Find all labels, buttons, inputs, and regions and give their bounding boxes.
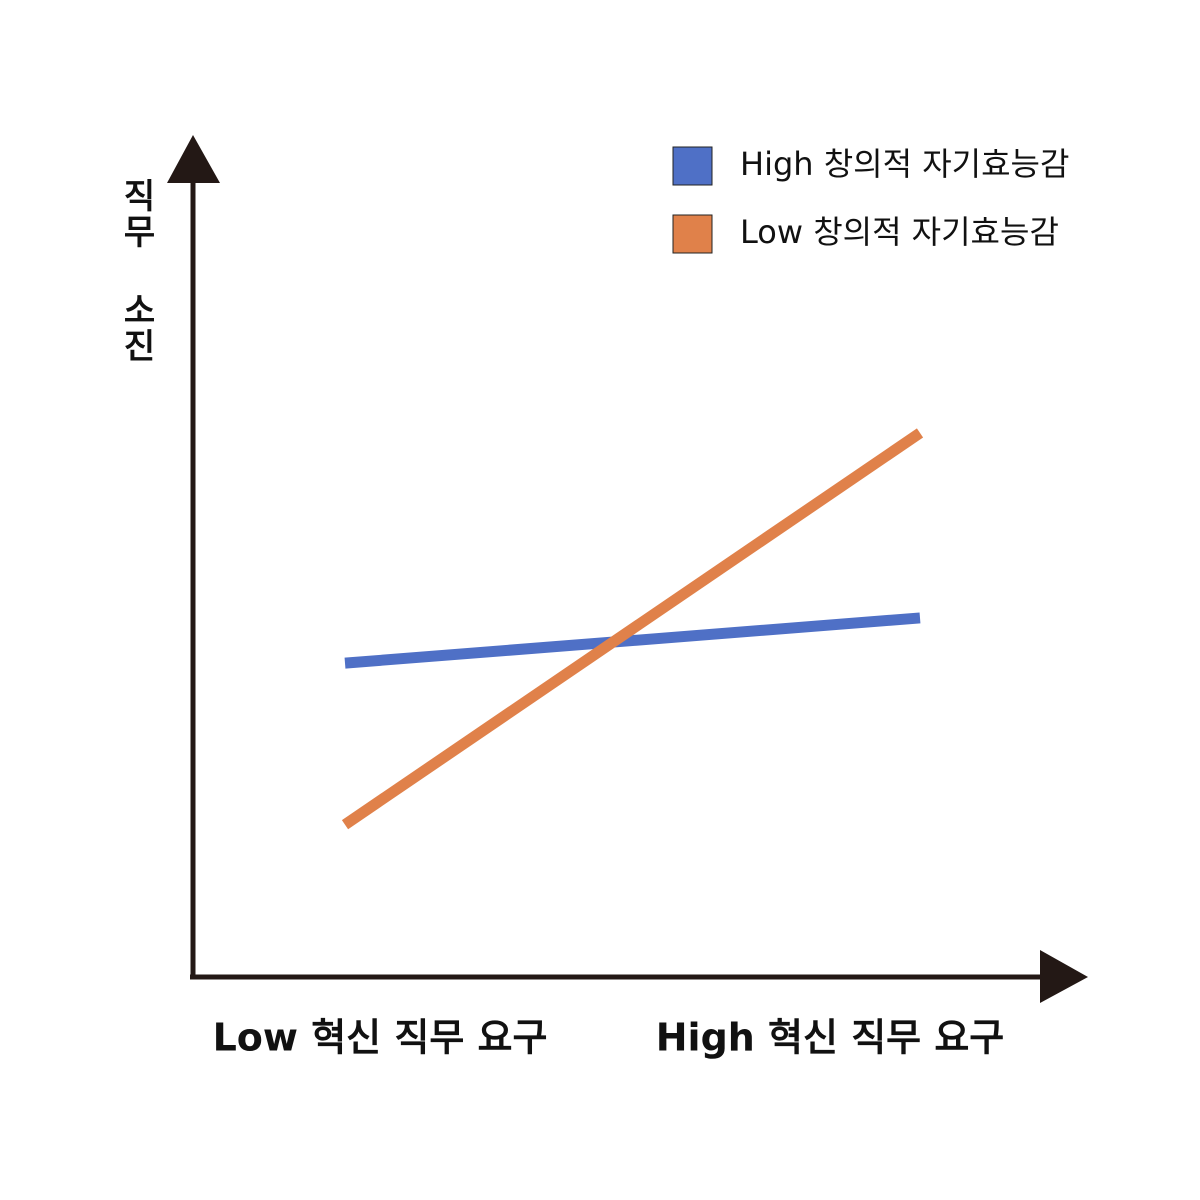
y-axis-label: 직무 소진 (116, 178, 156, 364)
legend-label: High 창의적 자기효능감 (740, 145, 1069, 183)
x-axis-arrow (1040, 950, 1088, 1003)
series-line (341, 428, 924, 830)
legend-swatch (672, 146, 713, 186)
x-tick-label: High 혁신 직무 요구 (656, 1016, 1005, 1060)
legend-swatch (672, 214, 713, 254)
series-line (344, 612, 921, 669)
x-tick-label: Low 혁신 직무 요구 (213, 1016, 548, 1060)
legend-label: Low 창의적 자기효능감 (740, 213, 1059, 251)
y-axis-arrow (167, 135, 220, 183)
